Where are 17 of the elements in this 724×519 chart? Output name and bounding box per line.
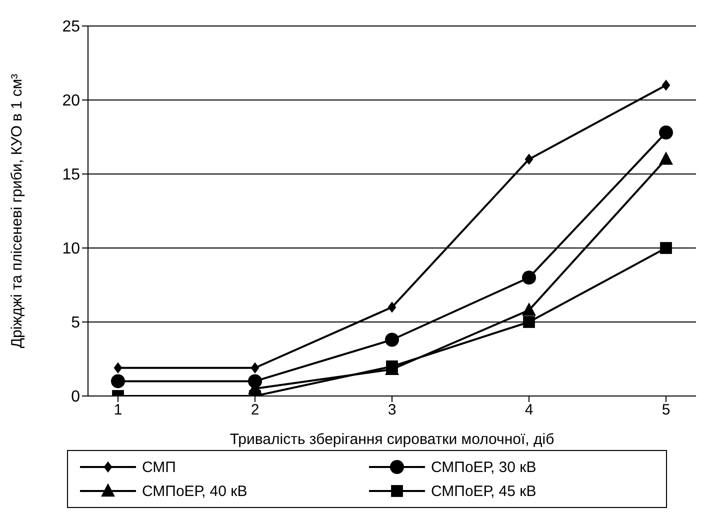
x-tick-label: 2 [250, 402, 260, 419]
legend-label: СМП [142, 458, 176, 476]
y-tick-label: 5 [71, 314, 80, 332]
x-tick-label: 5 [662, 402, 670, 419]
y-tick-label: 0 [71, 388, 80, 406]
x-tick-label: 1 [114, 402, 122, 419]
legend-label: СМПоЕР, 45 кВ [431, 482, 536, 500]
y-tick-label: 20 [62, 92, 80, 110]
legend-label: СМПоЕР, 40 кВ [142, 482, 248, 500]
y-tick-label: 15 [62, 166, 80, 184]
y-axis-title: Дріжджі та плісеневі гриби, КУО в 1 см³ [8, 74, 26, 348]
legend-label: СМПоЕР, 30 кВ [431, 458, 536, 476]
x-axis-title: Тривалість зберігання сироватки молочної, діб [230, 431, 554, 448]
y-tick-label: 10 [62, 240, 80, 258]
x-tick-label: 3 [388, 402, 396, 419]
x-tick-label: 4 [524, 402, 534, 419]
y-tick-label: 25 [62, 18, 80, 36]
